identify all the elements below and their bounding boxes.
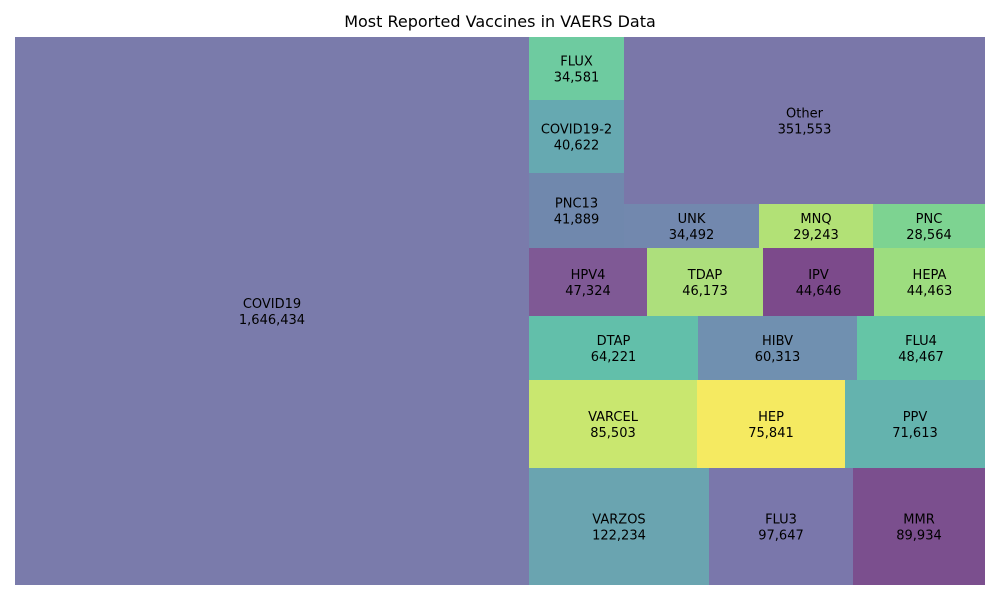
tile-rect-covid19-2: [529, 100, 624, 173]
tile-rect-flu3: [709, 468, 853, 585]
tile-value-mnq: 29,243: [793, 228, 839, 243]
tile-name-flu3: FLU3: [765, 513, 797, 528]
tile-value-mmr: 89,934: [896, 529, 942, 544]
tile-name-covid19-2: COVID19-2: [541, 123, 612, 138]
tile-rect-unk: [624, 204, 759, 248]
tile-name-hep: HEP: [758, 410, 784, 425]
tile-value-pnc: 28,564: [906, 228, 952, 243]
tile-name-ppv: PPV: [903, 410, 928, 425]
tile-rect-mnq: [759, 204, 873, 248]
tile-rect-varcel: [529, 380, 697, 468]
tile-name-hepa: HEPA: [913, 268, 947, 283]
tile-name-mnq: MNQ: [800, 212, 831, 227]
tile-rect-flux: [529, 37, 624, 100]
tile-rect-hpv4: [529, 248, 647, 316]
tile-rect-mmr: [853, 468, 985, 585]
tile-rect-dtap: [529, 316, 698, 380]
tile-name-flux: FLUX: [560, 55, 593, 70]
tile-rect-varzos: [529, 468, 709, 585]
tile-rect-tdap: [647, 248, 763, 316]
tile-value-other: 351,553: [778, 123, 832, 138]
tile-value-flu4: 48,467: [898, 350, 944, 365]
tile-name-ipv: IPV: [808, 268, 829, 283]
tile-name-varcel: VARCEL: [588, 410, 639, 425]
tile-value-unk: 34,492: [669, 228, 715, 243]
tile-rect-pnc: [873, 204, 985, 248]
tile-rect-flu4: [857, 316, 985, 380]
tile-rect-pnc13: [529, 173, 624, 248]
tile-name-hpv4: HPV4: [571, 268, 606, 283]
tile-rect-ppv: [845, 380, 985, 468]
tile-name-pnc: PNC: [916, 212, 943, 227]
tile-value-tdap: 46,173: [682, 284, 728, 299]
tile-value-covid19: 1,646,434: [239, 313, 305, 328]
tile-rect-hepa: [874, 248, 985, 316]
tile-name-pnc13: PNC13: [555, 197, 598, 212]
tile-value-flu3: 97,647: [758, 529, 804, 544]
tile-value-hpv4: 47,324: [565, 284, 611, 299]
tile-value-pnc13: 41,889: [554, 213, 600, 228]
tile-name-tdap: TDAP: [687, 268, 723, 283]
tile-name-unk: UNK: [678, 212, 706, 227]
tile-name-covid19: COVID19: [243, 297, 301, 312]
tile-name-flu4: FLU4: [905, 334, 937, 349]
tile-rect-other: [624, 37, 985, 204]
tile-value-hep: 75,841: [748, 426, 794, 441]
tile-name-other: Other: [786, 107, 824, 122]
tile-value-dtap: 64,221: [591, 350, 637, 365]
tile-rect-covid19: [15, 37, 529, 585]
tile-value-flux: 34,581: [554, 71, 600, 86]
chart-title: Most Reported Vaccines in VAERS Data: [344, 12, 656, 31]
tile-value-varzos: 122,234: [592, 529, 646, 544]
tile-value-ipv: 44,646: [796, 284, 842, 299]
tile-name-dtap: DTAP: [597, 334, 631, 349]
tile-rect-ipv: [763, 248, 874, 316]
tile-value-ppv: 71,613: [892, 426, 938, 441]
tile-value-covid19-2: 40,622: [554, 139, 600, 154]
tile-name-varzos: VARZOS: [592, 513, 645, 528]
tile-value-varcel: 85,503: [590, 426, 636, 441]
tile-rect-hibv: [698, 316, 857, 380]
tile-value-hepa: 44,463: [907, 284, 953, 299]
tile-covid19-2: COVID19-240,622: [529, 100, 624, 173]
tile-rect-hep: [697, 380, 845, 468]
tile-name-mmr: MMR: [903, 513, 934, 528]
tile-name-hibv: HIBV: [762, 334, 793, 349]
tile-value-hibv: 60,313: [755, 350, 801, 365]
treemap-chart: COVID191,646,434VARZOS122,234FLU397,647M…: [15, 37, 985, 585]
